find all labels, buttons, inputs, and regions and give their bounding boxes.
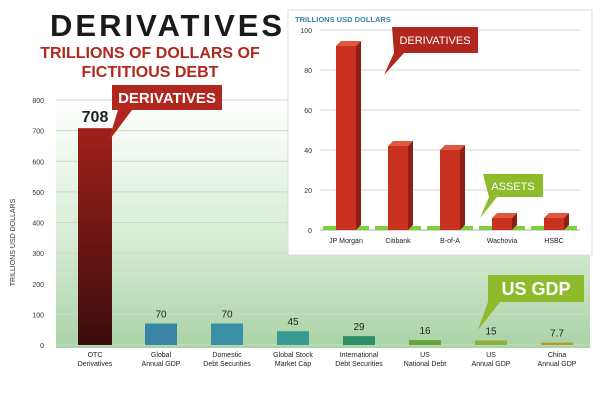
main-bar — [475, 340, 507, 345]
inset-assets-callout-shape — [480, 174, 543, 218]
main-y-tick-label: 100 — [32, 312, 44, 319]
main-x-tick-label: Global — [151, 352, 172, 359]
inset-bar-side — [512, 213, 517, 230]
us-gdp-callout: US GDP — [478, 275, 584, 330]
inset-bar-top — [336, 41, 361, 46]
main-y-axis-label: TRILLIONS USD DOLLARS — [10, 198, 17, 286]
main-bar — [78, 128, 112, 345]
main-data-label: 70 — [221, 310, 233, 321]
main-x-tick-label: Debt Securities — [335, 361, 383, 368]
main-data-label: 16 — [419, 326, 431, 337]
inset-bar-top — [440, 145, 465, 150]
main-data-label: 70 — [155, 310, 167, 321]
inset-x-tick-label: JP Morgan — [329, 238, 363, 245]
main-bar — [409, 340, 441, 345]
inset-assets-callout: ASSETS — [480, 174, 543, 218]
main-y-tick-label: 500 — [32, 190, 44, 197]
inset-derivatives-bar — [336, 46, 356, 230]
main-x-tick-label: Annual GDP — [142, 361, 181, 368]
us-gdp-callout-shape — [478, 275, 584, 330]
inset-x-tick-label: Citibank — [385, 238, 411, 245]
main-y-tick-label: 700 — [32, 129, 44, 136]
main-x-tick-label: Derivatives — [78, 361, 113, 368]
main-x-tick-label: Debt Securities — [203, 361, 251, 368]
inset-derivatives-bar — [492, 218, 512, 230]
derivatives-callout-label: DERIVATIVES — [118, 90, 216, 107]
inset-derivatives-bar — [544, 218, 564, 230]
main-data-label: 45 — [287, 317, 299, 328]
inset-chart: TRILLIONS USD DOLLARS 0 20 40 60 80 100 JP Mor… — [287, 9, 593, 256]
derivatives-callout: DERIVATIVES — [108, 85, 222, 142]
main-y-tick-label: 300 — [32, 251, 44, 258]
inset-y-tick-label: 0 — [308, 228, 312, 235]
page-title: DERIVATIVES — [50, 8, 286, 43]
inset-y-tick-label: 20 — [304, 188, 312, 195]
main-y-tick-label: 0 — [40, 343, 44, 350]
inset-y-tick-label: 80 — [304, 68, 312, 75]
main-x-tick-label: National Debt — [404, 361, 446, 368]
main-data-label: 15 — [485, 326, 497, 337]
main-data-label: 29 — [353, 322, 365, 333]
inset-bar-top — [544, 213, 569, 218]
main-x-tick-label: US — [420, 352, 430, 359]
inset-x-tick-label: B-of-A — [440, 238, 460, 245]
main-bar — [541, 342, 573, 345]
inset-bar-side — [408, 141, 413, 230]
inset-derivatives-bar — [440, 150, 460, 230]
inset-bar-side — [356, 41, 361, 230]
main-y-tick-label: 200 — [32, 282, 44, 289]
inset-bar-side — [564, 213, 569, 230]
main-bar — [145, 323, 177, 345]
main-bar — [211, 323, 243, 345]
main-bar — [277, 331, 309, 345]
subtitle-line-1: TRILLIONS OF DOLLARS OF — [40, 45, 260, 62]
main-x-tick-label: Global Stock — [273, 352, 313, 359]
inset-bar-top — [492, 213, 517, 218]
derivatives-callout-shape — [108, 85, 222, 142]
inset-y-axis-label: TRILLIONS USD DOLLARS — [295, 15, 391, 24]
us-gdp-callout-label: US GDP — [501, 279, 570, 299]
inset-y-tick-label: 100 — [300, 28, 312, 35]
main-x-tick-label: Annual GDP — [538, 361, 577, 368]
inset-bar-top — [388, 141, 413, 146]
main-y-tick-label: 600 — [32, 159, 44, 166]
main-x-tick-label: US — [486, 352, 496, 359]
main-y-tick-label: 800 — [32, 98, 44, 105]
inset-derivatives-bar — [388, 146, 408, 230]
inset-derivatives-callout: DERIVATIVES — [384, 27, 478, 75]
main-x-tick-label: Market Cap — [275, 361, 311, 368]
main-x-tick-label: OTC — [88, 352, 103, 359]
main-x-tick-label: Annual GDP — [472, 361, 511, 368]
main-x-tick-label: Domestic — [212, 352, 242, 359]
inset-y-tick-label: 40 — [304, 148, 312, 155]
main-bar — [343, 336, 375, 345]
inset-derivatives-callout-label: DERIVATIVES — [399, 35, 470, 47]
inset-derivatives-callout-shape — [384, 27, 478, 75]
inset-assets-callout-label: ASSETS — [491, 181, 534, 193]
inset-x-tick-label: Wachovia — [487, 238, 518, 245]
subtitle-line-2: FICTITIOUS DEBT — [81, 64, 219, 81]
inset-bar-side — [460, 145, 465, 230]
main-data-label: 708 — [82, 109, 109, 126]
page-subtitle: TRILLIONS OF DOLLARS OF FICTITIOUS DEBT — [20, 44, 280, 82]
inset-y-tick-label: 60 — [304, 108, 312, 115]
main-x-tick-label: China — [548, 352, 566, 359]
inset-x-tick-label: HSBC — [544, 238, 563, 245]
main-data-label: 7.7 — [550, 329, 564, 340]
main-y-tick-label: 400 — [32, 221, 44, 228]
main-x-tick-label: International — [340, 352, 379, 359]
